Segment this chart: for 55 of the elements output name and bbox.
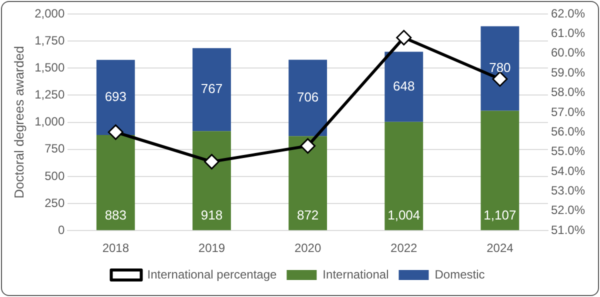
data-label: 883 (104, 208, 127, 223)
y-tick-label: 500 (44, 168, 65, 183)
y-tick-label: 0 (58, 222, 65, 237)
y2-tick-label: 52.0% (550, 203, 586, 218)
x-tick-label: 2019 (198, 241, 226, 256)
y-tick-label: 1,250 (34, 88, 65, 102)
y2-tick-label: 51.0% (550, 222, 586, 237)
y2-tick-label: 54.0% (550, 164, 586, 178)
y-tick-label: 750 (44, 142, 65, 156)
y-tick-label: 1,750 (34, 33, 65, 48)
bar (480, 26, 520, 111)
y2-tick-label: 57.0% (550, 104, 586, 119)
legend-label: Domestic (434, 267, 485, 282)
point (300, 138, 316, 154)
bar (192, 131, 231, 230)
bar (96, 134, 135, 230)
bar (288, 136, 328, 230)
bar (480, 110, 520, 230)
data-label: 1,004 (388, 208, 420, 223)
bar (384, 52, 424, 122)
data-label: 780 (489, 60, 511, 76)
bar (192, 48, 231, 132)
point (492, 71, 508, 87)
y2-tick-label: 56.0% (550, 124, 586, 138)
data-label: 706 (296, 90, 319, 105)
data-label: 918 (200, 208, 223, 223)
y2-tick-label: 55.0% (550, 144, 586, 158)
x-tick-label: 2018 (102, 241, 130, 256)
y-tick-label: 1,000 (34, 114, 65, 129)
bar (96, 60, 135, 135)
data-label: 872 (296, 208, 319, 223)
y2-tick-label: 59.0% (550, 65, 586, 80)
x-tick-label: 2020 (294, 241, 322, 256)
point (396, 30, 412, 46)
y-axis-title: Doctoral degrees awarded (11, 46, 26, 199)
data-label: 693 (104, 89, 127, 104)
y2-tick-label: 60.0% (550, 46, 586, 60)
data-label: 648 (393, 78, 415, 94)
legend-label: International percentage (147, 267, 278, 282)
data-label: 1,107 (484, 208, 516, 223)
data-label: 767 (200, 81, 223, 96)
y-tick-label: 250 (44, 196, 65, 210)
point (204, 154, 220, 170)
legend-label: International (322, 267, 389, 282)
x-tick-label: 2024 (486, 241, 514, 256)
y2-tick-label: 53.0% (550, 184, 586, 198)
y-tick-label: 2,000 (34, 6, 65, 20)
point (108, 124, 124, 140)
bar (288, 60, 328, 136)
y2-tick-label: 62.0% (550, 6, 586, 20)
y2-tick-label: 61.0% (550, 26, 586, 40)
y-tick-label: 1,500 (34, 60, 65, 74)
x-tick-label: 2022 (390, 241, 418, 256)
y2-tick-label: 58.0% (550, 85, 586, 100)
bar (384, 122, 424, 230)
